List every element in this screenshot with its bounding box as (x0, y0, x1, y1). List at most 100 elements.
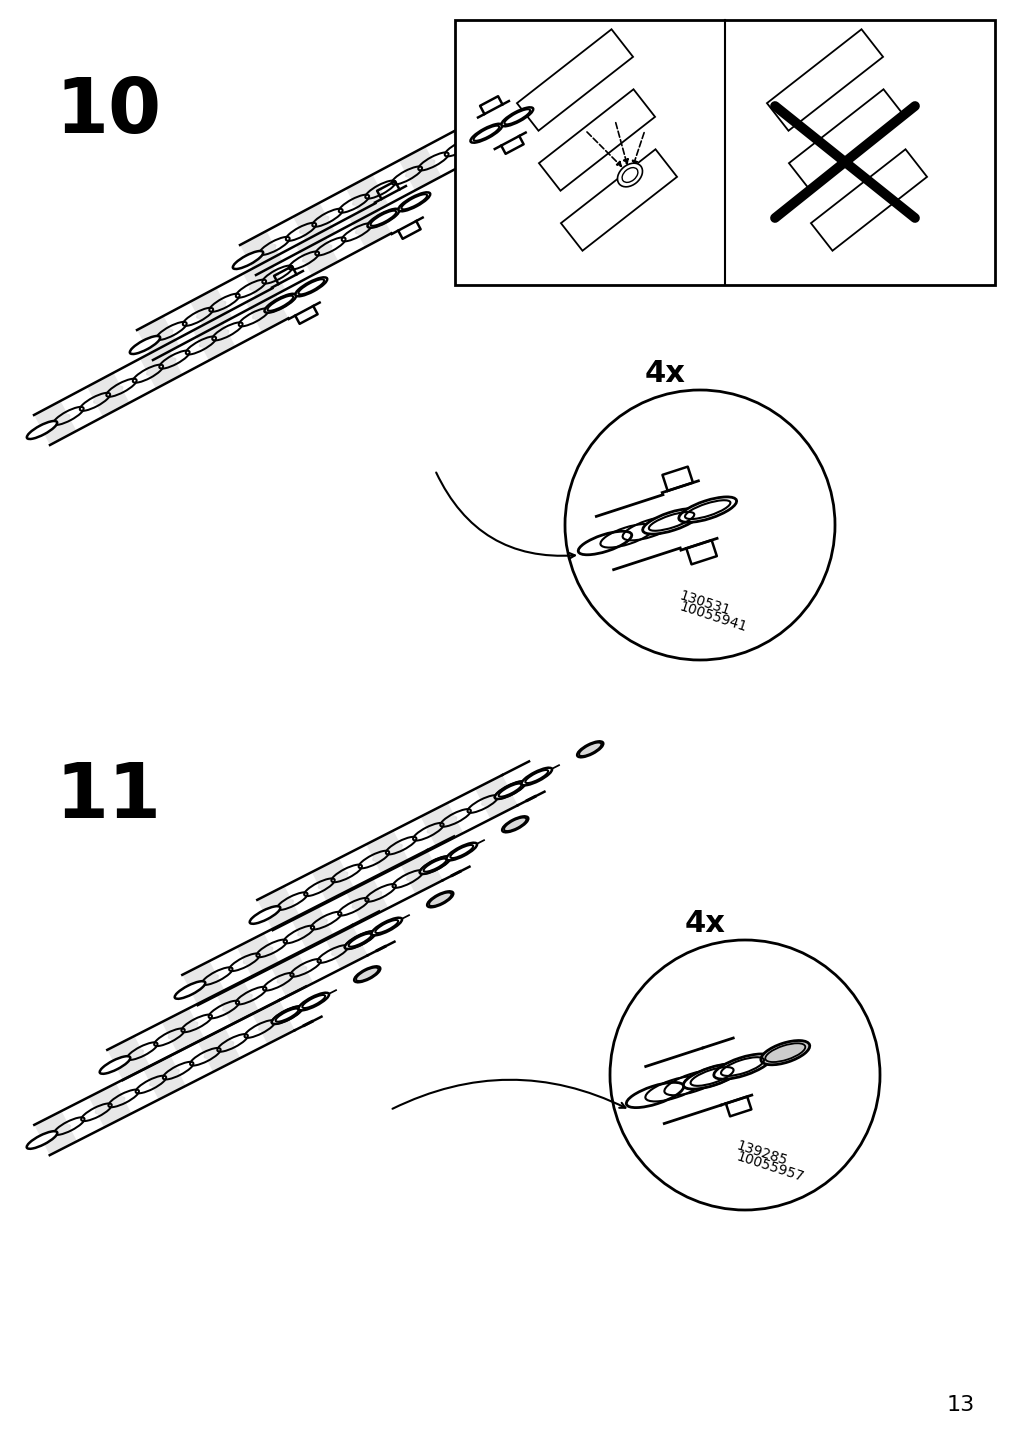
Polygon shape (452, 119, 494, 162)
Text: 10055957: 10055957 (734, 1150, 806, 1186)
Bar (455, 20, 994, 285)
Polygon shape (421, 803, 463, 846)
Polygon shape (87, 372, 129, 417)
Ellipse shape (352, 188, 382, 206)
Polygon shape (474, 775, 518, 819)
Ellipse shape (249, 272, 279, 291)
Ellipse shape (372, 843, 402, 862)
Ellipse shape (222, 994, 253, 1011)
Ellipse shape (427, 891, 453, 908)
Ellipse shape (298, 216, 329, 233)
Ellipse shape (40, 414, 71, 432)
Ellipse shape (175, 981, 205, 998)
Ellipse shape (577, 531, 631, 554)
Ellipse shape (95, 1097, 125, 1114)
Ellipse shape (297, 919, 328, 937)
Text: 13: 13 (946, 1395, 974, 1415)
Polygon shape (190, 288, 233, 332)
Polygon shape (560, 149, 676, 251)
Ellipse shape (263, 899, 293, 916)
Polygon shape (197, 1028, 240, 1073)
Ellipse shape (199, 329, 229, 348)
Ellipse shape (272, 1007, 302, 1024)
Ellipse shape (146, 358, 176, 375)
Ellipse shape (317, 872, 348, 889)
Polygon shape (517, 29, 633, 130)
Ellipse shape (500, 107, 533, 126)
Ellipse shape (420, 856, 450, 874)
Polygon shape (398, 146, 441, 190)
Polygon shape (89, 1083, 131, 1127)
Ellipse shape (149, 1068, 180, 1087)
Ellipse shape (617, 163, 642, 186)
Polygon shape (143, 1055, 186, 1100)
Ellipse shape (626, 1083, 683, 1107)
Ellipse shape (27, 421, 57, 440)
Ellipse shape (250, 906, 280, 924)
Ellipse shape (501, 816, 528, 832)
Ellipse shape (760, 1041, 809, 1065)
Polygon shape (346, 175, 388, 219)
Ellipse shape (168, 1021, 198, 1040)
Ellipse shape (276, 967, 307, 984)
Ellipse shape (367, 209, 399, 228)
Ellipse shape (355, 216, 385, 235)
Ellipse shape (398, 192, 430, 212)
Ellipse shape (480, 788, 512, 806)
Polygon shape (257, 886, 299, 931)
Text: 4x: 4x (644, 359, 685, 388)
Polygon shape (766, 29, 883, 130)
Ellipse shape (295, 278, 327, 296)
Ellipse shape (642, 508, 700, 534)
Polygon shape (193, 316, 236, 361)
Ellipse shape (576, 742, 603, 758)
Polygon shape (349, 203, 391, 248)
Polygon shape (243, 259, 285, 304)
Ellipse shape (298, 992, 329, 1011)
Ellipse shape (446, 842, 476, 861)
Ellipse shape (678, 497, 736, 523)
Ellipse shape (26, 1131, 58, 1148)
Polygon shape (539, 89, 654, 190)
Ellipse shape (331, 938, 361, 957)
Polygon shape (246, 288, 288, 332)
Ellipse shape (188, 974, 218, 992)
Ellipse shape (203, 1041, 234, 1058)
Ellipse shape (143, 329, 173, 347)
Polygon shape (240, 231, 282, 275)
Ellipse shape (427, 816, 457, 833)
Polygon shape (237, 934, 279, 978)
Ellipse shape (246, 243, 276, 262)
Text: 4x: 4x (684, 909, 725, 938)
Ellipse shape (233, 251, 263, 269)
Text: 10055941: 10055941 (677, 600, 748, 634)
Polygon shape (325, 925, 367, 969)
Ellipse shape (470, 123, 501, 143)
Ellipse shape (264, 294, 296, 312)
Text: 130531: 130531 (677, 589, 732, 619)
Ellipse shape (113, 1050, 144, 1067)
Polygon shape (252, 1000, 294, 1044)
Polygon shape (346, 878, 388, 922)
Ellipse shape (521, 768, 552, 785)
Ellipse shape (371, 918, 401, 935)
Polygon shape (293, 203, 335, 246)
Polygon shape (107, 1035, 150, 1080)
Polygon shape (34, 1111, 77, 1156)
Ellipse shape (682, 1064, 740, 1090)
Polygon shape (162, 1008, 204, 1053)
Polygon shape (810, 149, 926, 251)
Ellipse shape (494, 782, 525, 799)
Circle shape (610, 939, 880, 1210)
Ellipse shape (258, 1014, 288, 1031)
Polygon shape (399, 851, 442, 894)
Ellipse shape (93, 385, 123, 404)
Polygon shape (311, 858, 354, 902)
Ellipse shape (458, 132, 488, 149)
Ellipse shape (405, 863, 437, 881)
Polygon shape (136, 316, 179, 359)
Ellipse shape (713, 1054, 770, 1080)
Ellipse shape (129, 337, 160, 354)
Polygon shape (34, 401, 77, 445)
Polygon shape (291, 905, 334, 949)
